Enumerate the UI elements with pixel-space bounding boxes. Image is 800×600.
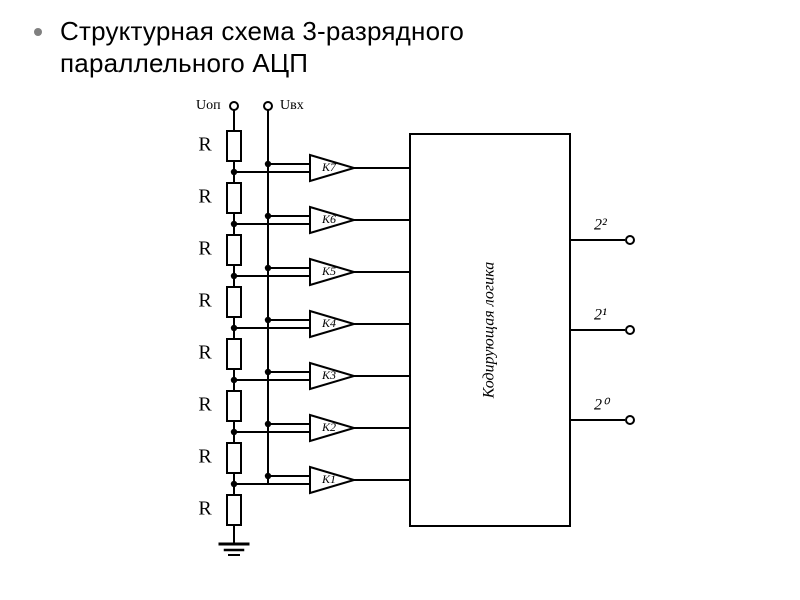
slide: Структурная схема 3-разрядного параллель…: [0, 0, 800, 600]
svg-text:К1: К1: [321, 472, 336, 486]
svg-text:2¹: 2¹: [594, 307, 607, 324]
svg-text:R: R: [198, 498, 212, 520]
bullet-icon: [34, 28, 42, 36]
svg-text:R: R: [198, 238, 212, 260]
svg-text:Uвх: Uвх: [280, 98, 304, 113]
svg-text:К2: К2: [321, 420, 336, 434]
svg-text:R: R: [198, 134, 212, 156]
svg-text:Uоп: Uоп: [196, 98, 221, 113]
svg-text:К4: К4: [321, 316, 336, 330]
svg-text:R: R: [198, 342, 212, 364]
svg-text:R: R: [198, 186, 212, 208]
svg-text:2²: 2²: [594, 217, 608, 234]
svg-text:R: R: [198, 446, 212, 468]
svg-text:2⁰: 2⁰: [594, 397, 611, 414]
title-line-1: Структурная схема 3-разрядного: [60, 16, 464, 47]
svg-text:К3: К3: [321, 368, 336, 382]
svg-text:К5: К5: [321, 264, 336, 278]
svg-text:R: R: [198, 290, 212, 312]
adc-schematic: Uоп Uвх R R R R R R R R Кодирующая логика К7 К6 К5 К4 К…: [150, 90, 670, 580]
svg-text:Кодирующая логика: Кодирующая логика: [481, 262, 498, 399]
svg-text:К6: К6: [321, 212, 336, 226]
title-line-2: параллельного АЦП: [60, 48, 308, 79]
svg-text:К7: К7: [321, 160, 337, 174]
svg-text:R: R: [198, 394, 212, 416]
